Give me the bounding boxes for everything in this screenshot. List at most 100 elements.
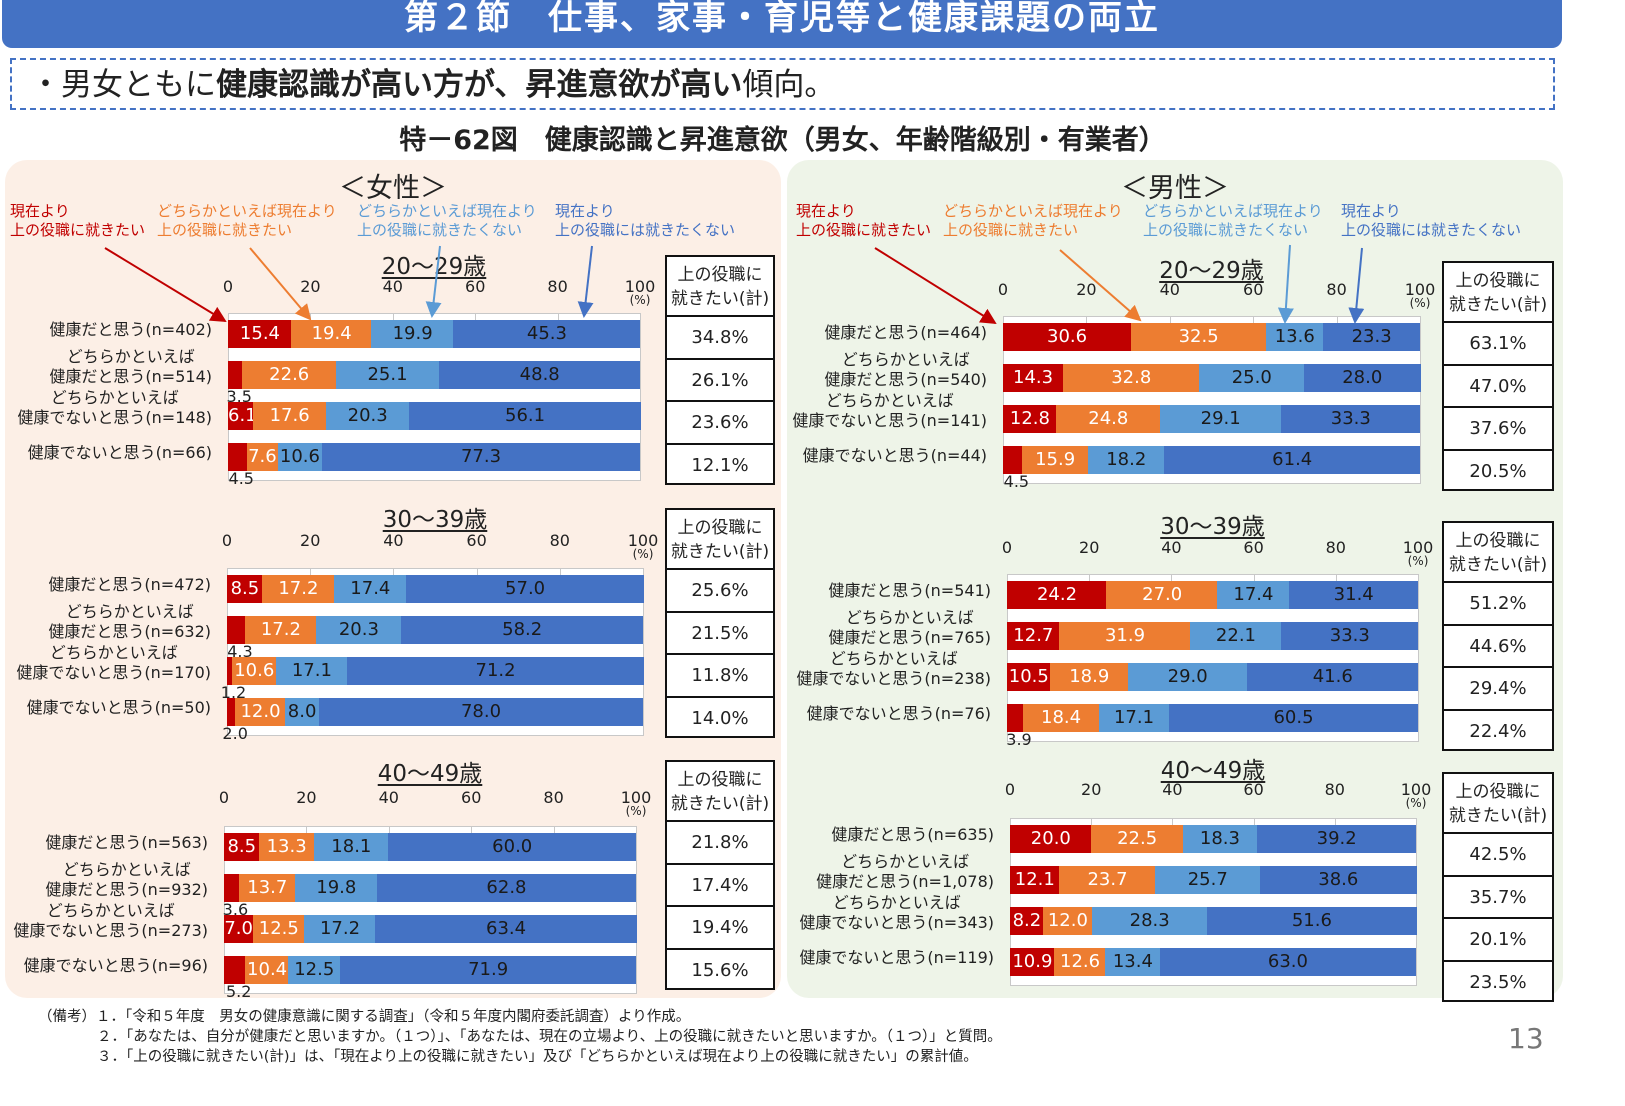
bar-segment-0: 24.2 <box>1007 581 1107 609</box>
totals-header: 上の役職に 就きたい(計) <box>1444 774 1552 834</box>
bar-segment-3: 31.4 <box>1288 581 1419 609</box>
bar-segment-1: 23.7 <box>1059 866 1156 894</box>
totals-header: 上の役職に 就きたい(計) <box>1444 523 1552 583</box>
bar-segment-3: 33.3 <box>1281 622 1419 650</box>
bar-segment-2: 25.7 <box>1155 866 1261 894</box>
axis-tick-label: 80 <box>1326 280 1347 299</box>
row-label: 健康だと思う(n=635) <box>831 825 994 845</box>
legend-female-0: 現在より 上の役職に就きたい <box>10 202 145 240</box>
axis-tick-label: 60 <box>465 277 486 296</box>
bar-segment-1: 18.9 <box>1050 663 1129 691</box>
row-label: 健康だと思う(n=464) <box>824 323 987 343</box>
lead-bullet: ・男女ともに <box>30 67 216 103</box>
bar-segment-3: 48.8 <box>438 361 641 389</box>
bar-segment-2: 17.2 <box>304 915 376 943</box>
row-label-line: どちらかといえば <box>841 852 970 871</box>
totals-cell: 19.4% <box>667 907 773 950</box>
axis-tick-label: 60 <box>466 531 487 550</box>
chart-title: 30～39歳 <box>1160 514 1265 540</box>
bar-segment-0: 7.0 <box>224 915 254 943</box>
axis-tick-label: 80 <box>543 788 564 807</box>
legend-female-3: 現在より 上の役職には就きたくない <box>555 202 735 240</box>
axis-tick-label: 100 <box>620 788 652 807</box>
row-label-line: どちらかといえば <box>50 388 179 407</box>
bar-value-outside: 1.2 <box>220 683 247 702</box>
axis-tick-label: 80 <box>549 531 570 550</box>
bar-segment-0 <box>228 361 243 389</box>
bar-segment-1: 18.4 <box>1023 704 1100 732</box>
bar-segment-1: 17.6 <box>253 402 327 430</box>
bar-value-outside: 4.5 <box>1003 472 1030 491</box>
bar-segment-1: 22.6 <box>242 361 337 389</box>
panel-title-male: ＜男性＞ <box>1121 173 1229 204</box>
row-label-line: 健康でないと思う(n=343) <box>799 913 994 932</box>
bar-segment-2: 17.4 <box>1217 581 1290 609</box>
axis-tick-mark <box>559 568 561 575</box>
totals-header: 上の役職に 就きたい(計) <box>667 762 773 822</box>
bar-segment-0: 8.5 <box>224 833 260 861</box>
axis-unit: (%) <box>632 547 654 561</box>
legend-line: 上の役職に就きたくない <box>357 221 523 239</box>
row-label-line: 健康でないと思う(n=96) <box>23 956 208 975</box>
bar-segment-2: 29.0 <box>1127 663 1248 691</box>
axis-tick-label: 20 <box>1081 780 1102 799</box>
legend-line: 現在より <box>1341 202 1401 220</box>
legend-line: 現在より <box>555 202 615 220</box>
row-label-line: 健康でないと思う(n=50) <box>26 698 211 717</box>
legend-line: 上の役職に就きたい <box>943 221 1079 239</box>
bar-segment-1: 10.4 <box>245 956 289 984</box>
axis-tick-label: 100 <box>1402 538 1434 557</box>
bar-segment-3: 78.0 <box>318 698 644 726</box>
totals-header-line: 上の役職に <box>1455 271 1541 291</box>
bar-segment-3: 41.6 <box>1247 663 1419 691</box>
totals-cell: 22.4% <box>1469 720 1527 742</box>
chart-title: 20～29歳 <box>1159 258 1264 284</box>
row-label-line: 健康でないと思う(n=148) <box>17 408 212 427</box>
axis-tick-label: 0 <box>222 277 234 296</box>
bar-segment-2: 8.0 <box>285 698 319 726</box>
chart-title: 20～29歳 <box>381 254 487 280</box>
bar-segment-1: 12.0 <box>1043 907 1093 935</box>
bar-segment-0: 6.1 <box>228 402 254 430</box>
row-label-line: どちらかといえば <box>49 643 178 662</box>
bar-segment-2: 20.3 <box>316 616 402 644</box>
bar-segment-3: 28.0 <box>1303 364 1421 392</box>
bar-segment-2: 25.1 <box>335 361 440 389</box>
bar-segment-0: 14.3 <box>1003 364 1064 392</box>
row-label-line: 健康だと思う(n=472) <box>48 575 211 594</box>
bar-segment-2: 13.4 <box>1105 948 1161 976</box>
bar-segment-1: 12.5 <box>252 915 305 943</box>
row-label-line: どちらかといえば <box>829 649 958 668</box>
axis-tick-label: 60 <box>1243 538 1264 557</box>
axis-tick-label: 20 <box>1076 280 1097 299</box>
bar-segment-3: 77.3 <box>321 443 641 471</box>
totals-header-line: 就きたい(計) <box>670 542 770 562</box>
legend-female-1: どちらかといえば現在より 上の役職に就きたい <box>157 202 337 240</box>
bar-segment-0 <box>228 443 248 471</box>
row-label-line: 健康だと思う(n=540) <box>824 370 987 389</box>
totals-cell: 14.0% <box>691 707 749 729</box>
totals-cell: 26.1% <box>667 360 773 402</box>
legend-line: 上の役職に就きたい <box>157 221 293 239</box>
row-label: 健康でないと思う(n=76) <box>807 704 991 724</box>
row-label-line: どちらかといえば <box>66 347 195 366</box>
legend-male-3: 現在より 上の役職には就きたくない <box>1341 202 1521 240</box>
totals-cell: 51.2% <box>1444 583 1552 626</box>
axis-tick-mark <box>557 313 559 320</box>
legend-line: どちらかといえば現在より <box>357 202 537 220</box>
totals-table: 上の役職に 就きたい(計) 34.8% 26.1% 23.6% 12.1% <box>665 255 775 485</box>
bar-segment-2: 28.3 <box>1092 907 1208 935</box>
axis-tick-label: 60 <box>1243 780 1264 799</box>
row-label-line: 健康でないと思う(n=119) <box>799 948 994 967</box>
totals-header-line: 就きたい(計) <box>1448 806 1548 826</box>
lead-bold: 健康認識が高い方が、昇進意欲が高い <box>216 67 743 103</box>
lead-tail: 傾向。 <box>742 67 836 103</box>
totals-cell: 34.8% <box>667 317 773 360</box>
legend-male-2: どちらかといえば現在より 上の役職に就きたくない <box>1143 202 1323 240</box>
legend-line: どちらかといえば現在より <box>1143 202 1323 220</box>
axis-tick-label: 100 <box>627 531 659 550</box>
bar-segment-1: 12.0 <box>235 698 286 726</box>
axis-tick-label: 100 <box>624 277 656 296</box>
totals-cell: 12.1% <box>691 454 749 476</box>
axis-tick-label: 0 <box>221 531 233 550</box>
